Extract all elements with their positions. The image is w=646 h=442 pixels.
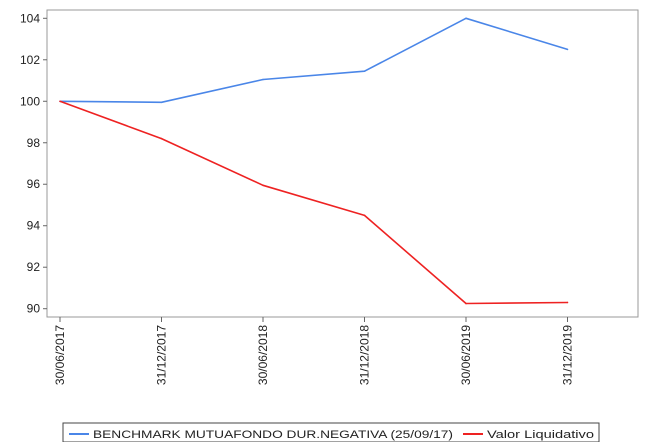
x-axis: 30/06/2017 31/12/2017 30/06/2018 31/12/2018… (53, 317, 575, 385)
data-point (160, 137, 163, 140)
y-tick-label: 104 (20, 11, 40, 25)
legend-label-benchmark: BENCHMARK MUTUAFONDO DUR.NEGATIVA (25/09… (93, 429, 453, 441)
legend-label-valor: Valor Liquidativo (487, 429, 594, 441)
y-tick-label: 90 (27, 302, 41, 316)
data-point (363, 70, 366, 72)
series-line-valor-liquidativo (59, 100, 568, 305)
data-point (363, 214, 366, 217)
data-point (465, 17, 467, 20)
x-tick-label: 30/06/2017 (53, 325, 67, 385)
x-tick-label: 31/12/2017 (155, 325, 169, 385)
data-point (566, 48, 569, 51)
y-tick-label: 102 (20, 53, 40, 67)
x-tick-label: 30/06/2019 (459, 325, 473, 385)
series-line-benchmark (59, 17, 568, 104)
series-layer (59, 17, 569, 305)
data-point (465, 302, 467, 305)
y-tick-label: 100 (20, 94, 40, 108)
x-tick-label: 30/06/2018 (256, 325, 270, 385)
data-point (262, 184, 264, 187)
data-point (59, 100, 61, 103)
legend-box (62, 422, 600, 442)
legend: BENCHMARK MUTUAFONDO DUR.NEGATIVA (25/09… (62, 422, 600, 442)
y-tick-label: 96 (27, 177, 41, 191)
data-point (160, 101, 163, 104)
y-tick-label: 92 (27, 260, 41, 274)
y-tick-label: 94 (27, 219, 41, 233)
x-tick-label: 31/12/2018 (358, 325, 372, 385)
plot-frame (46, 9, 639, 318)
y-tick-label: 98 (27, 136, 41, 150)
data-point (566, 301, 569, 304)
y-axis: 90 92 94 96 98 100 102 104 (20, 11, 47, 316)
data-point (262, 78, 264, 81)
x-tick-label: 31/12/2019 (561, 325, 575, 385)
